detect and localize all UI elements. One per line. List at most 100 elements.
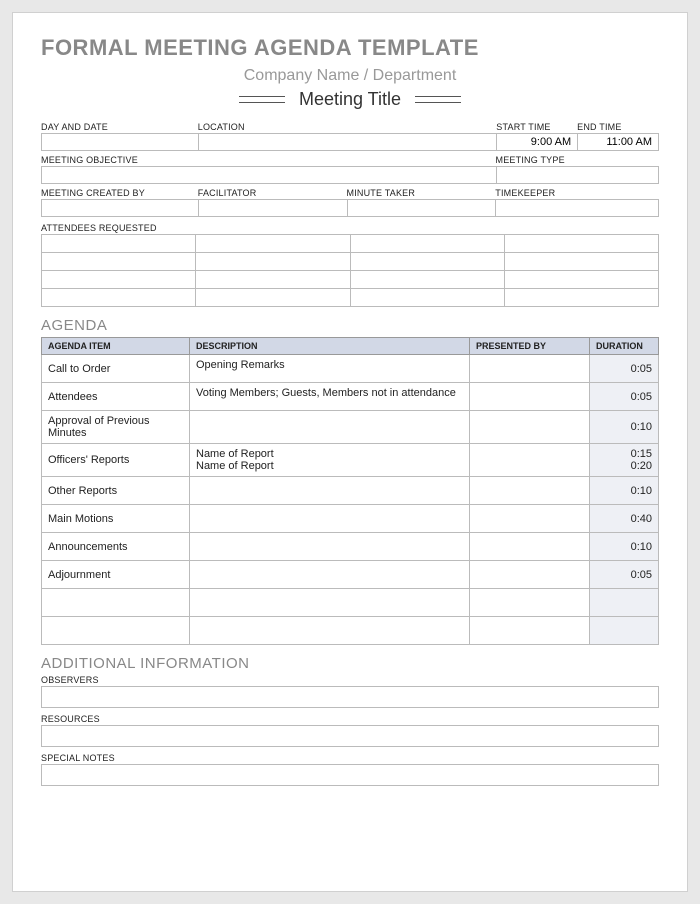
table-cell[interactable] bbox=[470, 505, 590, 533]
table-cell[interactable] bbox=[42, 589, 190, 617]
table-cell[interactable] bbox=[470, 444, 590, 477]
field-resources[interactable] bbox=[41, 725, 659, 747]
table-cell[interactable]: Call to Order bbox=[42, 355, 190, 383]
table-cell[interactable] bbox=[190, 505, 470, 533]
document-page: FORMAL MEETING AGENDA TEMPLATE Company N… bbox=[12, 12, 688, 892]
table-cell[interactable] bbox=[196, 271, 350, 289]
attendees-grid bbox=[41, 234, 659, 307]
meeting-title-row: Meeting Title bbox=[41, 89, 659, 110]
table-row: Announcements 0:10 bbox=[42, 533, 659, 561]
table-row bbox=[42, 589, 659, 617]
table-cell[interactable] bbox=[190, 617, 470, 645]
label-location: LOCATION bbox=[198, 122, 498, 133]
table-cell[interactable] bbox=[350, 289, 504, 307]
field-start-time[interactable]: 9:00 AM bbox=[496, 133, 578, 151]
table-cell[interactable]: Officers' Reports bbox=[42, 444, 190, 477]
table-row: Call to OrderOpening Remarks 0:05 bbox=[42, 355, 659, 383]
field-end-time[interactable]: 11:00 AM bbox=[577, 133, 659, 151]
table-cell[interactable] bbox=[470, 533, 590, 561]
table-cell[interactable] bbox=[42, 271, 196, 289]
section-additional: ADDITIONAL INFORMATION bbox=[41, 655, 659, 672]
table-cell[interactable]: Attendees bbox=[42, 383, 190, 411]
label-start-time: START TIME bbox=[496, 122, 578, 133]
table-cell[interactable] bbox=[504, 235, 658, 253]
table-row: AttendeesVoting Members; Guests, Members… bbox=[42, 383, 659, 411]
field-objective[interactable] bbox=[41, 166, 497, 184]
table-row: Officers' ReportsName of ReportName of R… bbox=[42, 444, 659, 477]
table-cell[interactable] bbox=[470, 589, 590, 617]
dash-right-icon bbox=[415, 96, 461, 103]
table-cell[interactable]: 0:05 bbox=[590, 561, 659, 589]
table-cell[interactable] bbox=[470, 561, 590, 589]
agenda-table: AGENDA ITEM DESCRIPTION PRESENTED BY DUR… bbox=[41, 337, 659, 645]
row-datetime: DAY AND DATE LOCATION START TIME 9:00 AM… bbox=[41, 122, 659, 151]
table-cell[interactable] bbox=[590, 589, 659, 617]
table-cell[interactable] bbox=[190, 533, 470, 561]
table-cell[interactable]: Voting Members; Guests, Members not in a… bbox=[190, 383, 470, 411]
table-cell[interactable] bbox=[350, 235, 504, 253]
field-facilitator[interactable] bbox=[198, 199, 348, 217]
label-attendees: ATTENDEES REQUESTED bbox=[41, 223, 659, 234]
label-meeting-type: MEETING TYPE bbox=[496, 155, 659, 166]
table-cell[interactable] bbox=[470, 383, 590, 411]
table-cell[interactable] bbox=[504, 253, 658, 271]
field-minute-taker[interactable] bbox=[347, 199, 497, 217]
table-cell[interactable]: Name of ReportName of Report bbox=[190, 444, 470, 477]
label-special-notes: SPECIAL NOTES bbox=[41, 753, 659, 764]
row-objective: MEETING OBJECTIVE MEETING TYPE bbox=[41, 155, 659, 184]
field-meeting-type[interactable] bbox=[496, 166, 659, 184]
table-cell[interactable]: 0:10 bbox=[590, 477, 659, 505]
row-roles: MEETING CREATED BY FACILITATOR MINUTE TA… bbox=[41, 188, 659, 217]
table-row: Adjournment 0:05 bbox=[42, 561, 659, 589]
field-day-date[interactable] bbox=[41, 133, 199, 151]
table-cell[interactable]: 0:40 bbox=[590, 505, 659, 533]
field-special-notes[interactable] bbox=[41, 764, 659, 786]
table-cell[interactable] bbox=[190, 561, 470, 589]
label-minute-taker: MINUTE TAKER bbox=[347, 188, 497, 199]
table-cell[interactable] bbox=[350, 271, 504, 289]
table-cell[interactable]: Other Reports bbox=[42, 477, 190, 505]
table-cell[interactable] bbox=[196, 289, 350, 307]
col-item: AGENDA ITEM bbox=[42, 338, 190, 355]
section-agenda: AGENDA bbox=[41, 317, 659, 334]
label-end-time: END TIME bbox=[577, 122, 659, 133]
table-cell[interactable] bbox=[470, 617, 590, 645]
table-cell[interactable]: 0:10 bbox=[590, 411, 659, 444]
table-cell[interactable]: Main Motions bbox=[42, 505, 190, 533]
table-cell[interactable] bbox=[350, 253, 504, 271]
table-cell[interactable] bbox=[470, 477, 590, 505]
table-cell[interactable] bbox=[590, 617, 659, 645]
table-cell[interactable] bbox=[504, 289, 658, 307]
table-cell[interactable]: 0:05 bbox=[590, 355, 659, 383]
table-cell[interactable]: Adjournment bbox=[42, 561, 190, 589]
table-cell[interactable]: Opening Remarks bbox=[190, 355, 470, 383]
table-cell[interactable] bbox=[42, 235, 196, 253]
table-cell[interactable] bbox=[470, 355, 590, 383]
table-cell[interactable] bbox=[196, 253, 350, 271]
table-cell[interactable] bbox=[42, 289, 196, 307]
table-cell[interactable] bbox=[470, 411, 590, 444]
field-observers[interactable] bbox=[41, 686, 659, 708]
table-cell[interactable]: 0:10 bbox=[590, 533, 659, 561]
table-cell[interactable] bbox=[190, 589, 470, 617]
col-desc: DESCRIPTION bbox=[190, 338, 470, 355]
label-created-by: MEETING CREATED BY bbox=[41, 188, 199, 199]
table-cell[interactable]: 0:05 bbox=[590, 383, 659, 411]
label-objective: MEETING OBJECTIVE bbox=[41, 155, 497, 166]
main-title: FORMAL MEETING AGENDA TEMPLATE bbox=[41, 35, 659, 61]
field-timekeeper[interactable] bbox=[495, 199, 659, 217]
field-location[interactable] bbox=[198, 133, 498, 151]
table-cell[interactable] bbox=[42, 253, 196, 271]
dash-left-icon bbox=[239, 96, 285, 103]
col-duration: DURATION bbox=[590, 338, 659, 355]
table-cell[interactable] bbox=[196, 235, 350, 253]
table-cell[interactable] bbox=[42, 617, 190, 645]
table-cell[interactable]: Announcements bbox=[42, 533, 190, 561]
table-cell[interactable] bbox=[504, 271, 658, 289]
label-facilitator: FACILITATOR bbox=[198, 188, 348, 199]
table-cell[interactable] bbox=[190, 411, 470, 444]
table-cell[interactable]: Approval of Previous Minutes bbox=[42, 411, 190, 444]
table-cell[interactable]: 0:150:20 bbox=[590, 444, 659, 477]
field-created-by[interactable] bbox=[41, 199, 199, 217]
table-cell[interactable] bbox=[190, 477, 470, 505]
